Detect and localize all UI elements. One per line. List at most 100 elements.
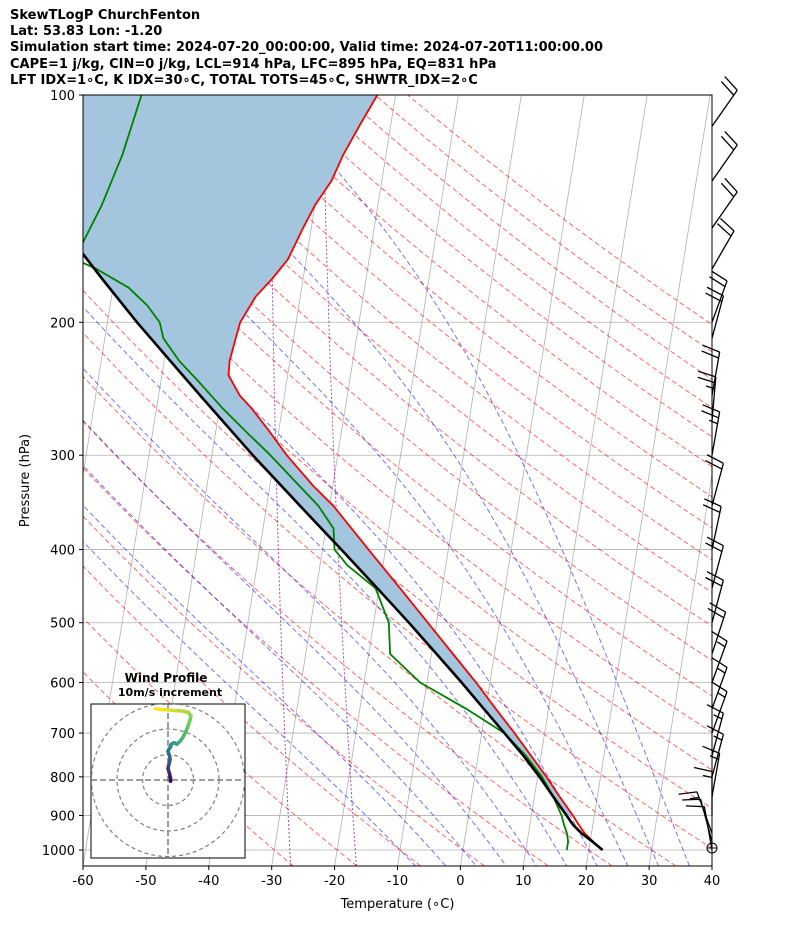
isotherms xyxy=(0,95,712,866)
moist-adiabat xyxy=(139,95,660,866)
station-location: Lat: 53.83 Lon: -1.20 xyxy=(10,24,163,40)
x-tick-label: -10 xyxy=(387,874,408,889)
barb-flag xyxy=(705,459,723,470)
barb-shaft xyxy=(711,295,725,339)
y-tick-label: 600 xyxy=(50,677,75,692)
wind-barb xyxy=(711,217,735,270)
x-tick-label: 40 xyxy=(704,874,721,889)
barb-shaft xyxy=(711,230,735,270)
barb-flag xyxy=(706,536,724,547)
x-tick-label: -60 xyxy=(72,874,93,889)
x-tick-label: 10 xyxy=(515,874,532,889)
dry-adiabat xyxy=(277,95,712,438)
wind-barb xyxy=(711,630,728,683)
x-tick-label: 20 xyxy=(578,874,595,889)
wind-barb xyxy=(711,681,728,734)
isotherm xyxy=(585,95,711,866)
barb-flag xyxy=(706,704,724,714)
barb-shaft xyxy=(711,411,721,456)
barb-flag xyxy=(724,130,738,146)
barb-flag xyxy=(707,607,725,619)
dry-adiabat xyxy=(309,95,712,409)
hodograph-plot xyxy=(91,704,245,858)
wind-barb xyxy=(711,177,738,229)
barb-shaft xyxy=(711,352,721,396)
barb-flag xyxy=(705,292,723,303)
moist-adiabat xyxy=(83,367,538,866)
hodograph-subtitle: 10m/s increment xyxy=(118,686,222,699)
barb-shaft xyxy=(711,734,725,778)
barb-flag xyxy=(711,270,728,282)
barb-shaft xyxy=(711,506,722,550)
wind-barb xyxy=(711,76,738,127)
barb-shaft xyxy=(711,691,728,734)
barb-shaft xyxy=(711,191,738,229)
x-axis-label: Temperature (∘C) xyxy=(340,897,455,912)
x-tick-label: -30 xyxy=(261,874,282,889)
dry-adiabat xyxy=(83,289,712,810)
barb-half-flag xyxy=(716,641,726,648)
barb-flag xyxy=(716,223,732,237)
barb-flag xyxy=(711,681,728,693)
dry-adiabat xyxy=(83,467,549,866)
barb-flag xyxy=(702,404,720,413)
barb-shaft xyxy=(711,463,725,506)
y-tick-label: 100 xyxy=(50,89,75,104)
barb-flag xyxy=(720,81,735,96)
wind-barb xyxy=(701,344,721,396)
dry-adiabat xyxy=(83,169,712,697)
barb-half-flag xyxy=(702,774,713,779)
chart-title: SkewTLogP ChurchFenton xyxy=(10,8,201,23)
barb-flag xyxy=(724,177,738,193)
dry-adiabat xyxy=(374,95,712,353)
isotherm xyxy=(0,95,18,866)
barb-shaft xyxy=(711,713,725,756)
barb-flag xyxy=(720,135,735,151)
x-tick-label: -50 xyxy=(135,874,156,889)
barb-half-flag xyxy=(713,735,723,741)
y-tick-label: 700 xyxy=(50,727,75,742)
simulation-times: Simulation start time: 2024-07-20_00:00:… xyxy=(10,40,603,56)
y-tick-label: 1000 xyxy=(42,844,75,859)
x-tick-label: 30 xyxy=(641,874,658,889)
stability-indices-1: CAPE=1 j/kg, CIN=0 j/kg, LCL=914 hPa, LF… xyxy=(10,56,497,72)
y-axis-label: Pressure (hPa) xyxy=(18,434,33,527)
wind-barb xyxy=(701,404,721,456)
barb-shaft xyxy=(711,545,725,589)
barb-half-flag xyxy=(689,796,700,800)
barb-flag xyxy=(678,791,698,795)
isotherm xyxy=(648,471,712,866)
chart-header: SkewTLogP ChurchFenton Lat: 53.83 Lon: -… xyxy=(10,8,603,89)
moist-adiabats xyxy=(83,95,690,866)
x-tick-label: 0 xyxy=(456,874,464,889)
x-tick-label: -40 xyxy=(198,874,219,889)
barb-flag xyxy=(702,344,720,353)
barb-half-flag xyxy=(708,419,718,425)
moist-adiabat xyxy=(83,142,629,866)
barb-flag xyxy=(720,182,735,198)
moist-adiabat xyxy=(269,95,690,866)
barb-shaft xyxy=(711,611,727,655)
barb-shaft xyxy=(711,667,728,709)
y-tick-label: 300 xyxy=(50,449,75,464)
barb-flag xyxy=(693,766,713,773)
hodograph-segment xyxy=(153,706,164,712)
barb-flag xyxy=(706,286,724,297)
dry-adiabat xyxy=(83,375,677,866)
moist-adiabat xyxy=(83,540,417,866)
dry-adiabat xyxy=(407,95,712,326)
barb-flag xyxy=(724,76,738,91)
barb-flag xyxy=(682,798,701,801)
barb-flag xyxy=(698,370,717,378)
barb-shaft xyxy=(711,580,725,623)
y-tick-label: 200 xyxy=(50,316,75,331)
wind-barb xyxy=(706,725,725,778)
barb-half-flag xyxy=(716,667,726,674)
barb-shaft xyxy=(711,376,717,421)
barb-shaft xyxy=(711,640,728,683)
barb-flag xyxy=(697,376,716,384)
barb-flag xyxy=(719,217,735,232)
moist-adiabat xyxy=(83,419,507,866)
